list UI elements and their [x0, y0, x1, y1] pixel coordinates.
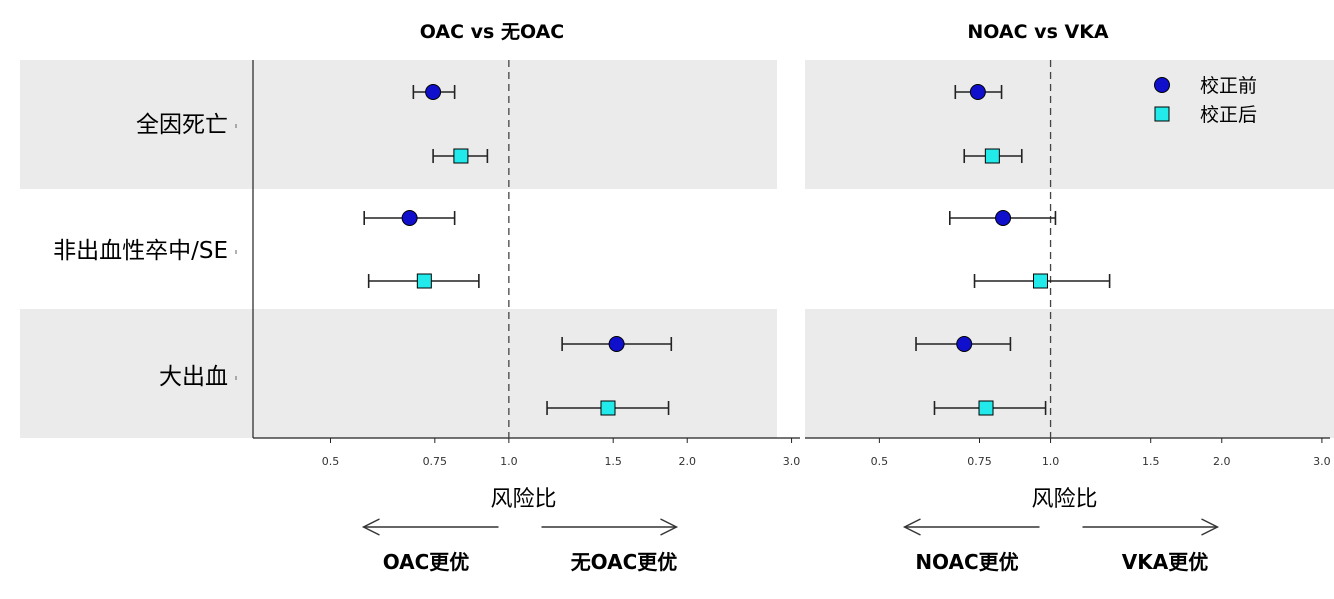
- x-axis-title: 风险比: [490, 487, 556, 512]
- direction-label-right: VKA更优: [1122, 550, 1208, 574]
- legend-marker-after: [1154, 106, 1170, 122]
- direction-label-left: NOAC更优: [915, 550, 1018, 574]
- x-tick-label: 2.0: [1213, 455, 1231, 468]
- arrow-left-head: [361, 518, 380, 536]
- panel-title: NOAC vs VKA: [967, 21, 1109, 43]
- direction-label-left: OAC更优: [383, 550, 470, 574]
- x-tick-label: 0.5: [322, 455, 340, 468]
- arrow-right-head: [660, 518, 679, 536]
- point-before: [969, 84, 986, 100]
- x-tick-label: 0.75: [423, 455, 448, 468]
- legend-marker-before: [1154, 77, 1170, 93]
- point-before: [608, 336, 625, 352]
- direction-label-right: 无OAC更优: [571, 550, 678, 574]
- point-after: [453, 148, 469, 164]
- x-tick-label: 1.5: [604, 455, 622, 468]
- point-before: [401, 210, 418, 226]
- x-tick-label: 1.0: [1042, 455, 1060, 468]
- x-tick-label: 1.5: [1142, 455, 1160, 468]
- legend-label-after: 校正后: [1200, 104, 1257, 126]
- point-before: [995, 210, 1012, 226]
- arrow-left-head: [902, 518, 921, 536]
- arrow-right-head: [1201, 518, 1220, 536]
- row-label-1: 全因死亡: [136, 112, 228, 138]
- row-label-2: 非出血性卒中/SE: [53, 238, 228, 264]
- x-tick-label: 1.0: [500, 455, 518, 468]
- x-tick-label: 3.0: [783, 455, 801, 468]
- row-band-1: [20, 60, 1334, 189]
- panel-title: OAC vs 无OAC: [420, 21, 565, 43]
- forest-panel-2: NOAC vs VKA 0.5 0.75 1.0 1.5 2.0 3.0 风险比 NOAC更优 V…: [805, 21, 1331, 574]
- point-after: [1032, 273, 1048, 289]
- point-before: [425, 84, 442, 100]
- point-after: [978, 400, 994, 416]
- x-tick-label: 0.5: [871, 455, 889, 468]
- x-tick-label: 2.0: [678, 455, 696, 468]
- point-after: [416, 273, 432, 289]
- x-tick-label: 0.75: [967, 455, 992, 468]
- row-band-3: [20, 309, 1334, 438]
- x-axis-title: 风险比: [1031, 487, 1097, 512]
- point-before: [956, 336, 973, 352]
- point-after: [600, 400, 616, 416]
- legend-label-before: 校正前: [1200, 75, 1257, 97]
- forest-panel-1: OAC vs 无OAC 0.5 0.75 1.0 1.5 2.0 3.0 风险比 OAC更优 无O…: [252, 21, 801, 574]
- x-tick-label: 3.0: [1313, 455, 1331, 468]
- point-after: [984, 148, 1000, 164]
- row-label-3: 大出血: [159, 364, 228, 390]
- panel-gap: [777, 60, 805, 440]
